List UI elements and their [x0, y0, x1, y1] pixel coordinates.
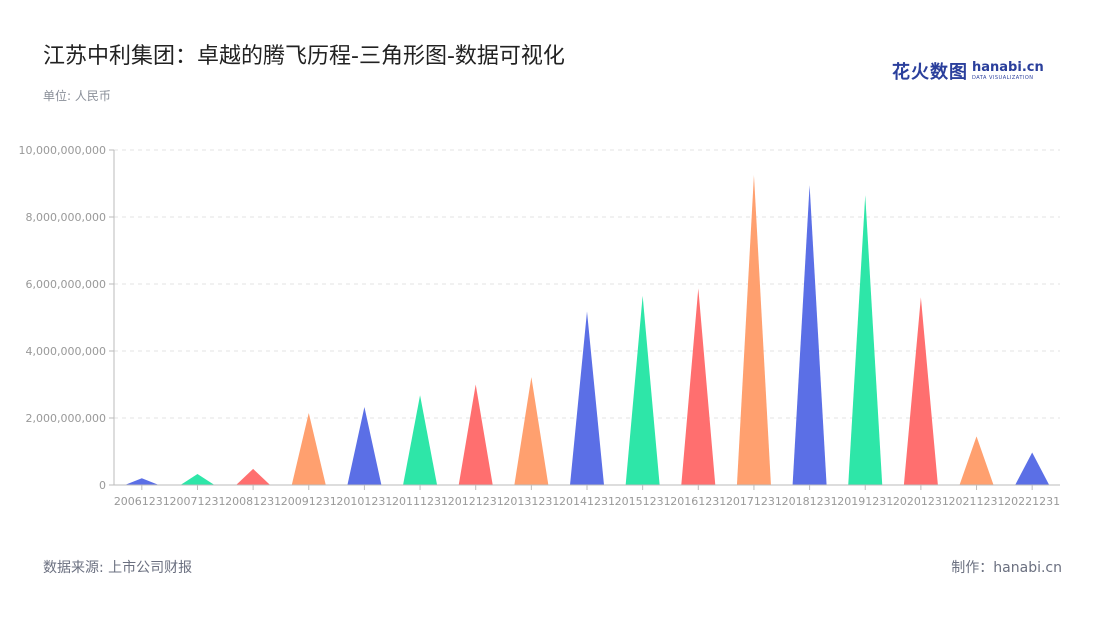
x-tick-label: 20141231 [559, 495, 615, 508]
triangle-bar [570, 311, 604, 485]
logo-en-text: hanabi.cn [972, 60, 1044, 75]
logo-cn-text: 花火数图 [892, 62, 968, 83]
chart-title: 江苏中利集团：卓越的腾飞历程-三角形图-数据可视化 [43, 44, 565, 69]
y-tick-label: 4,000,000,000 [26, 345, 106, 358]
x-tick-label: 20221231 [1004, 495, 1060, 508]
y-tick-label: 10,000,000,000 [19, 144, 106, 157]
x-tick-label: 20161231 [670, 495, 726, 508]
triangle-bar [681, 288, 716, 485]
triangle-bar [180, 473, 215, 485]
brand-logo: 花火数图 hanabi.cn DATA VISUALIZATION [892, 58, 1044, 84]
unit-label: 单位: 人民币 [43, 89, 111, 103]
logo-en-block: hanabi.cn DATA VISUALIZATION [972, 61, 1044, 81]
triangle-bar [291, 412, 326, 485]
credit: 制作：hanabi.cn [951, 560, 1062, 576]
triangle-bar [458, 384, 493, 485]
x-tick-label: 20201231 [893, 495, 949, 508]
triangle-bar [959, 436, 994, 485]
y-tick-label: 6,000,000,000 [26, 278, 106, 291]
triangle-bar [236, 468, 271, 485]
x-axis: 20061231 20071231 20081231 20091231 20101231… [114, 484, 1060, 508]
y-tick-label: 2,000,000,000 [26, 412, 106, 425]
x-tick-label: 20121231 [448, 495, 504, 508]
x-tick-label: 20171231 [726, 495, 782, 508]
x-tick-label: 20061231 [114, 495, 170, 508]
triangle-bar [736, 175, 771, 485]
x-tick-label: 20101231 [336, 495, 392, 508]
data-source: 数据来源: 上市公司财报 [43, 560, 193, 576]
x-tick-label: 20181231 [782, 495, 838, 508]
triangle-bar [403, 395, 438, 485]
x-tick-label: 20091231 [281, 495, 337, 508]
x-tick-label: 20071231 [169, 495, 225, 508]
x-tick-label: 20081231 [225, 495, 281, 508]
triangle-bar [792, 185, 827, 486]
x-tick-label: 20131231 [503, 495, 559, 508]
logo-sub-text: DATA VISUALIZATION [972, 75, 1034, 81]
triangle-bar [625, 295, 660, 485]
triangle-bar [848, 195, 883, 485]
x-tick-label: 20151231 [615, 495, 671, 508]
triangle-bar [347, 406, 382, 485]
x-tick-label: 20211231 [949, 495, 1005, 508]
y-tick-label: 0 [99, 479, 106, 492]
chart-marks [124, 175, 1050, 486]
x-tick-label: 20191231 [837, 495, 893, 508]
x-tick-label: 20111231 [392, 495, 448, 508]
triangle-bar [514, 377, 549, 485]
y-axis: 0 2,000,000,000 4,000,000,000 6,000,000,000… [19, 144, 115, 492]
triangle-bar [903, 297, 938, 485]
triangle-bar [124, 478, 159, 485]
triangle-bar [1015, 452, 1050, 485]
y-tick-label: 8,000,000,000 [26, 211, 106, 224]
